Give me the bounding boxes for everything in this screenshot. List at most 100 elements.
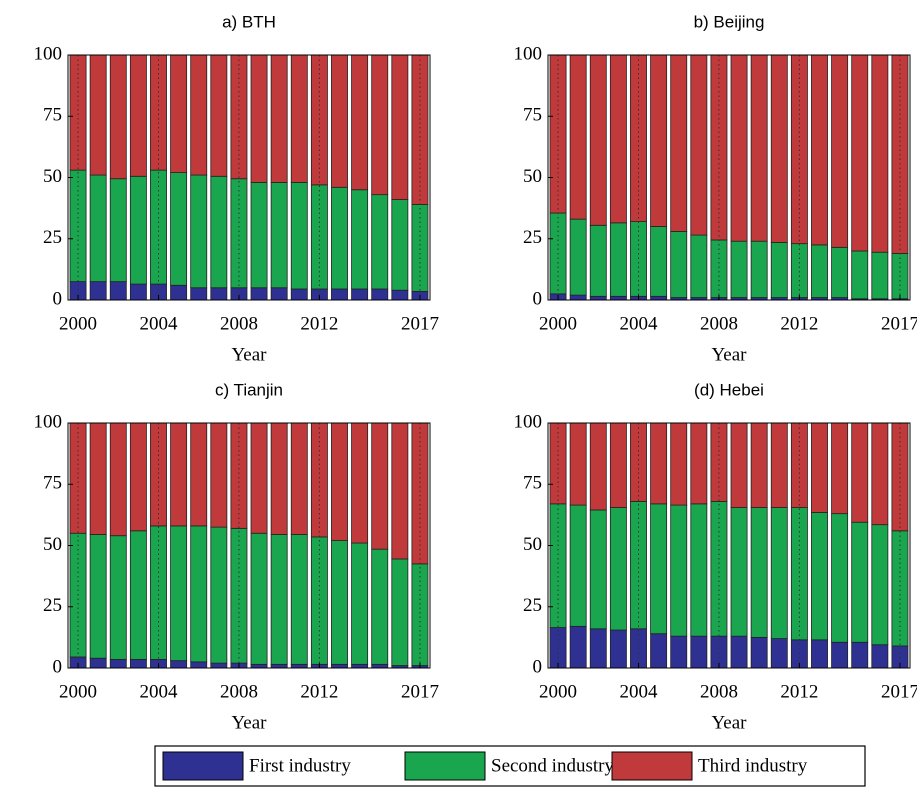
bar-segment: [851, 54, 869, 252]
bar-segment: [670, 230, 688, 298]
x-tick-label: 2004: [620, 681, 659, 702]
bar-segment: [690, 635, 708, 669]
bar-segment: [331, 54, 348, 188]
bar-segment: [210, 175, 228, 289]
bar-segment: [290, 422, 308, 535]
bar-segment: [730, 240, 748, 298]
bar-segment: [109, 659, 127, 669]
bar-segment: [89, 54, 107, 176]
bar-segment: [811, 512, 828, 641]
bar-segment: [831, 54, 849, 248]
bar-segment: [331, 186, 348, 290]
bar-segment: [210, 662, 228, 669]
plot-frame: [547, 422, 911, 669]
bar-segment: [170, 660, 188, 669]
bar-segment: [569, 54, 587, 220]
legend-label: Third industry: [698, 755, 808, 776]
bar-segment: [811, 639, 828, 669]
bar-segment: [569, 218, 587, 296]
bar-segment: [851, 521, 869, 643]
bar-segment: [871, 644, 889, 669]
x-tick-label: 2017: [401, 681, 439, 702]
bar-segment: [109, 422, 127, 537]
bar-segment: [109, 535, 127, 660]
bar-segment: [690, 503, 708, 637]
bar-segment: [630, 500, 647, 630]
bar-segment: [609, 222, 627, 297]
y-tick-label: 75: [523, 105, 542, 126]
x-tick-label: 2017: [401, 313, 439, 334]
chart-title: b) Beijing: [694, 12, 765, 31]
bar-segment: [89, 534, 107, 659]
bar-segment: [569, 422, 587, 506]
bar-segment: [589, 628, 607, 669]
bar-segment: [871, 422, 889, 526]
bar-segment: [609, 629, 627, 669]
y-tick-label: 75: [523, 473, 542, 494]
legend-swatch: [611, 751, 693, 781]
bar-segment: [569, 504, 587, 627]
bar-segment: [290, 288, 308, 301]
x-axis-label: Year: [231, 344, 267, 365]
legend-label: Second industry: [491, 755, 614, 776]
bar-segment: [831, 641, 849, 669]
bar-segment: [250, 663, 268, 669]
y-tick-label: 100: [514, 43, 543, 64]
bar-segment: [391, 289, 409, 301]
bar-segment: [250, 54, 268, 183]
bar-segment: [190, 287, 208, 301]
bar-segment: [891, 530, 909, 647]
bar-segment: [270, 663, 288, 669]
bar-segment: [609, 507, 627, 631]
bar-segment: [851, 422, 869, 523]
bar-segment: [371, 548, 389, 665]
bar-segment: [391, 558, 409, 666]
bar-segment: [609, 422, 627, 508]
y-tick-label: 25: [523, 595, 542, 616]
bar-segment: [589, 509, 607, 630]
bar-segment: [210, 287, 228, 301]
bar-segment: [730, 422, 748, 508]
bar-segment: [891, 422, 909, 532]
bar-segment: [790, 422, 808, 508]
bar-segment: [351, 542, 369, 665]
bar-segment: [710, 422, 728, 502]
x-tick-label: 2008: [700, 681, 738, 702]
bar-segment: [831, 246, 849, 298]
bar-segment: [230, 422, 248, 529]
bar-segment: [650, 226, 668, 297]
bar-segment: [190, 174, 208, 289]
bar-segment: [589, 295, 607, 301]
bar-segment: [851, 641, 869, 669]
x-tick-label: 2000: [539, 313, 577, 334]
x-tick-label: 2000: [539, 681, 577, 702]
bar-segment: [89, 657, 107, 669]
bar-segment: [811, 244, 828, 298]
bar-segment: [730, 635, 748, 669]
chart-title: a) BTH: [222, 12, 276, 31]
bar-segment: [650, 54, 668, 227]
bar-segment: [630, 54, 647, 223]
bar-segment: [710, 500, 728, 637]
bar-segment: [310, 422, 328, 538]
x-tick-label: 2012: [780, 681, 818, 702]
bar-segment: [250, 181, 268, 289]
bar-segment: [170, 525, 188, 662]
y-tick-label: 50: [523, 166, 542, 187]
bar-segment: [371, 194, 389, 290]
bar-segment: [129, 283, 147, 301]
bar-segment: [170, 172, 188, 286]
y-tick-label: 25: [523, 227, 542, 248]
bar-segment: [230, 527, 248, 664]
bar-segment: [569, 294, 587, 301]
bar-segment: [270, 422, 288, 535]
bar-segment: [331, 540, 348, 665]
bar-segment: [210, 422, 228, 528]
bar-segment: [391, 422, 409, 560]
x-tick-label: 2008: [220, 313, 258, 334]
bar-segment: [290, 534, 308, 665]
y-tick-label: 0: [533, 288, 543, 309]
bar-segment: [770, 54, 788, 243]
y-tick-label: 50: [523, 534, 542, 555]
